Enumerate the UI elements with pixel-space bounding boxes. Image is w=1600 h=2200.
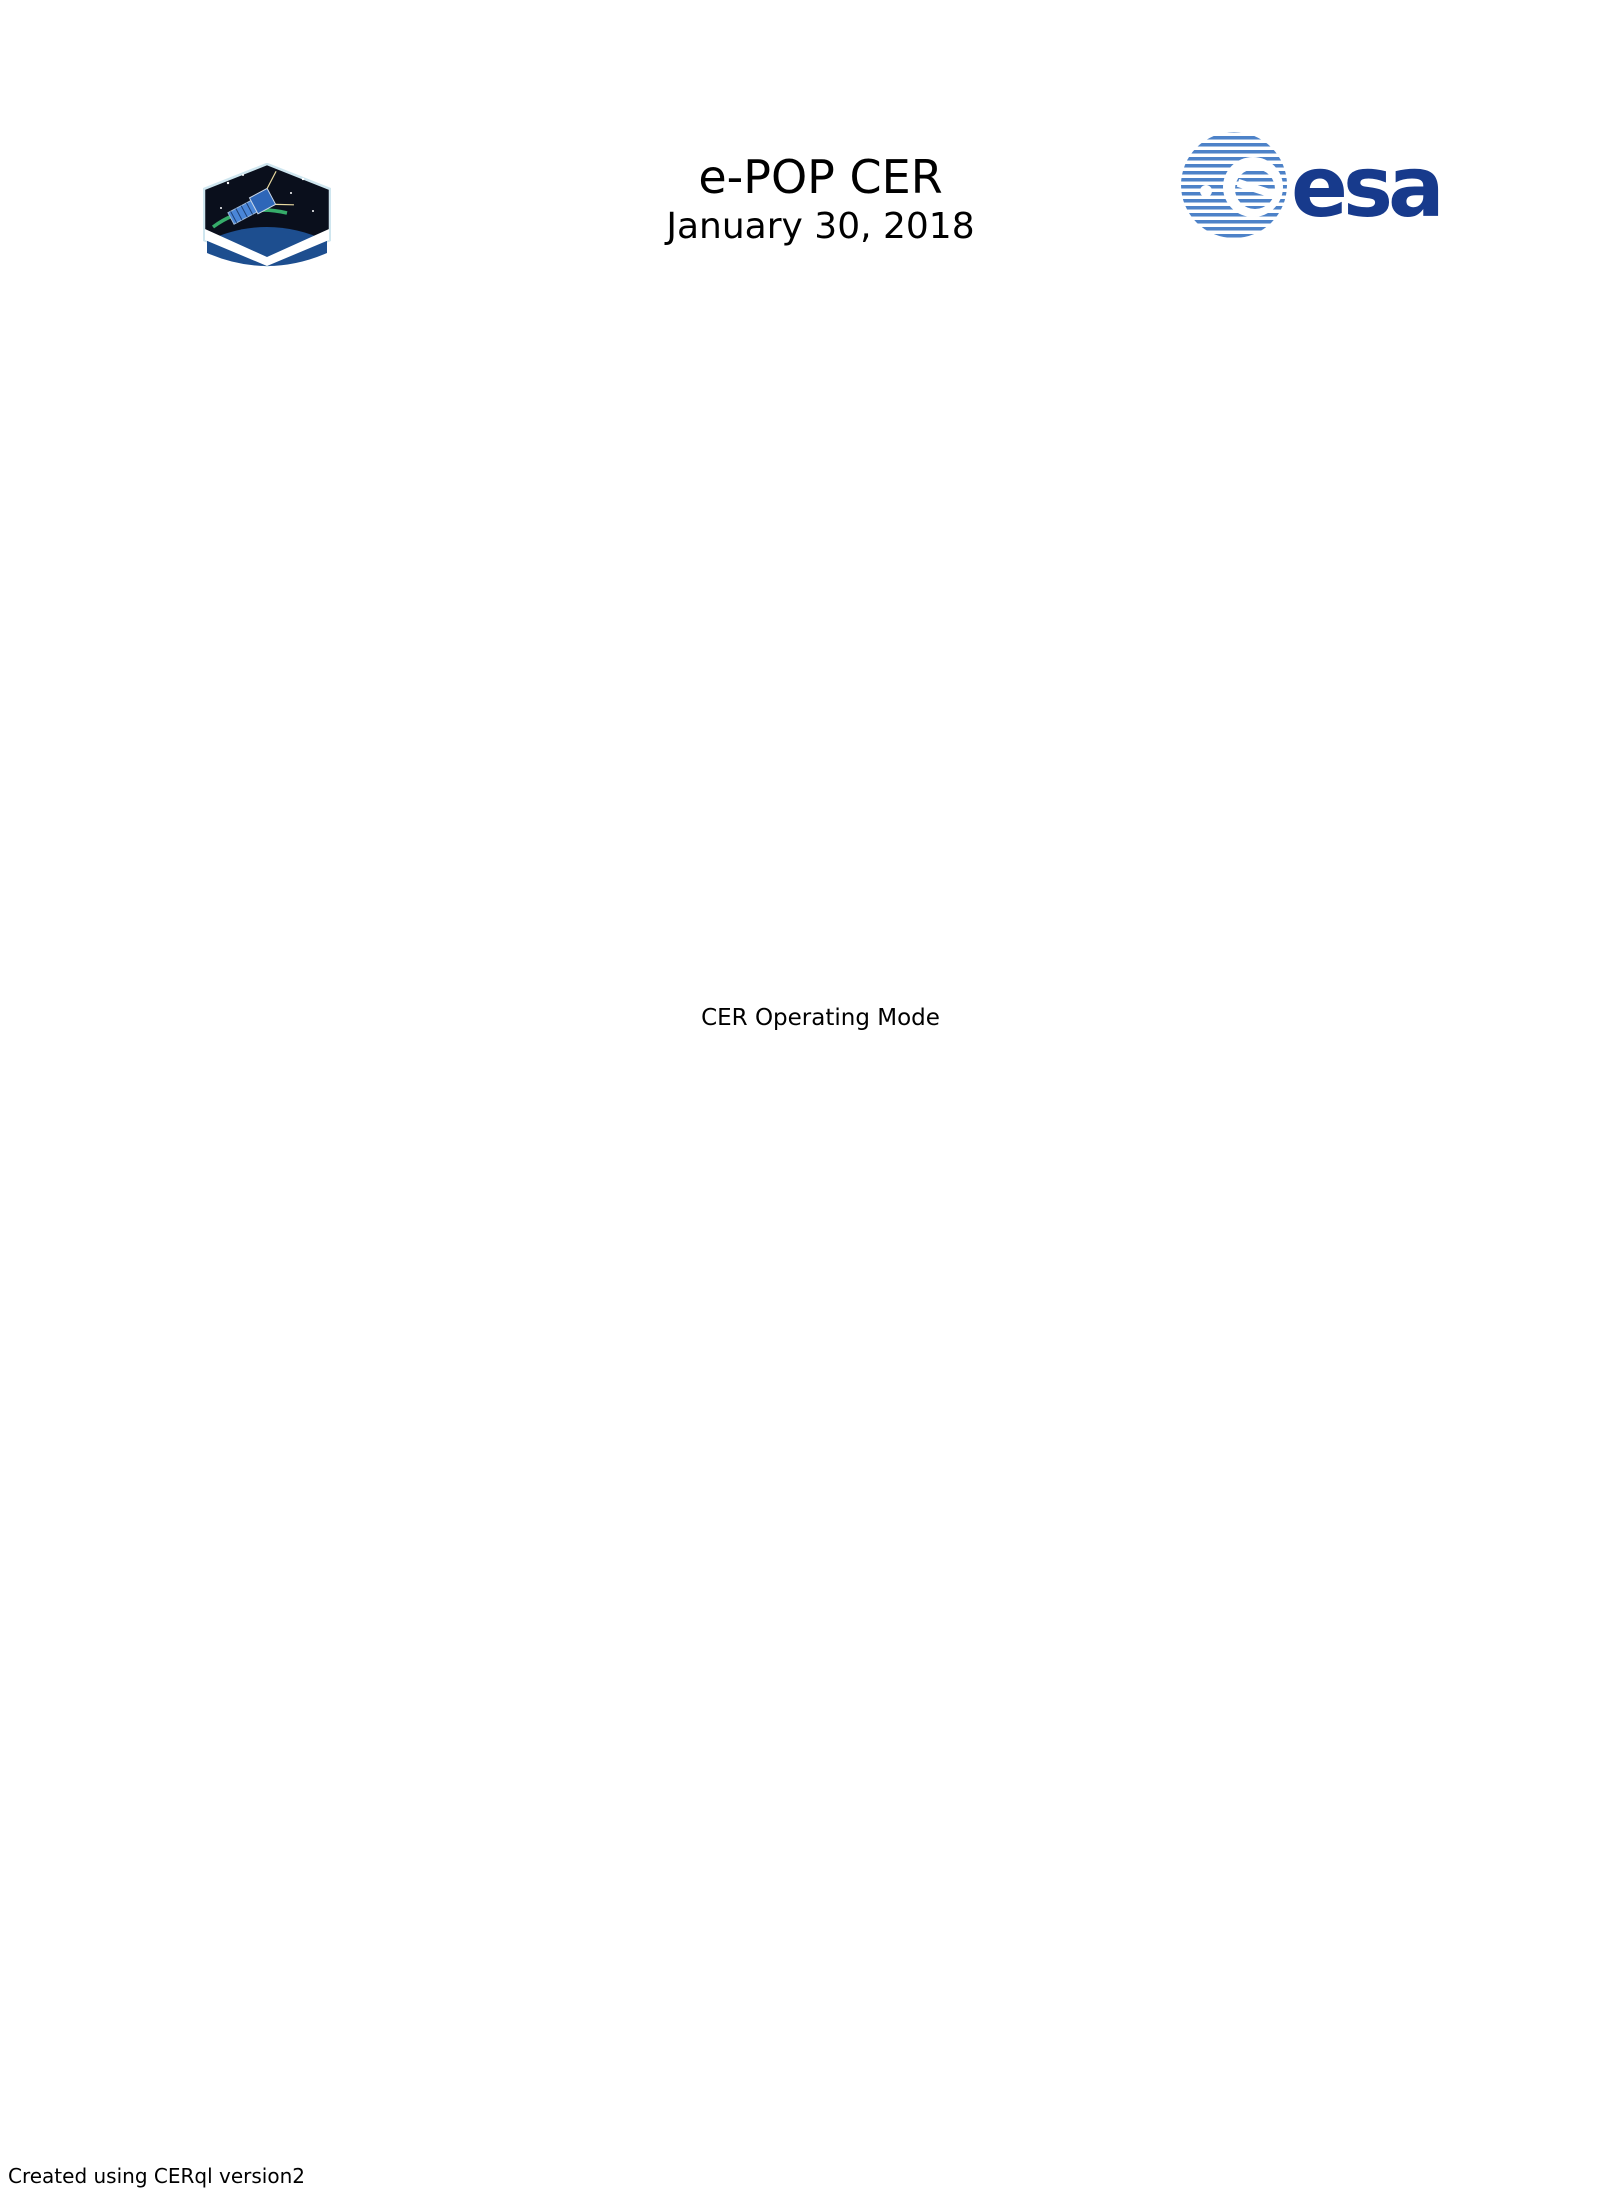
credit-text: Created using CERql version2 — [8, 2164, 305, 2188]
patch-satellite — [227, 170, 294, 225]
ground-track-map — [199, 293, 1441, 980]
esa-logo-wordmark: esa — [1291, 138, 1445, 236]
legend-title: CER Operating Mode — [701, 1005, 940, 1031]
cassiope-mission-patch — [203, 163, 331, 267]
cer-current-chart — [0, 1130, 1600, 1960]
patch-earth — [207, 227, 327, 266]
page-subtitle: January 30, 2018 — [666, 206, 975, 247]
esa-logo-globe — [1181, 132, 1287, 238]
page-title: e-POP CER — [698, 150, 943, 204]
